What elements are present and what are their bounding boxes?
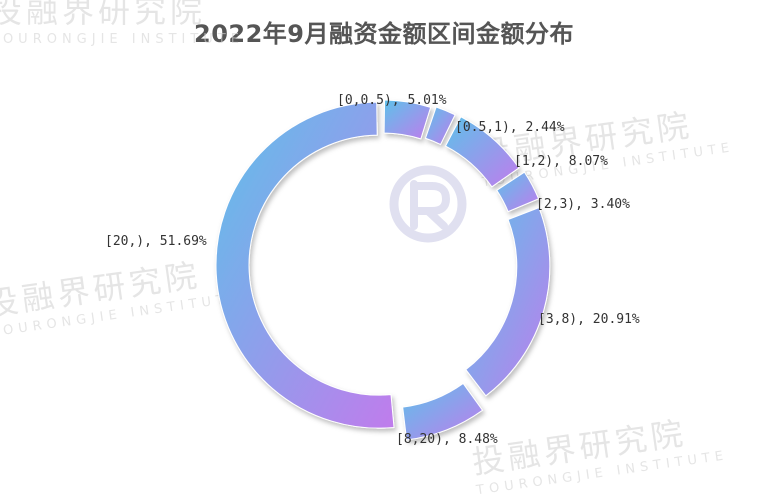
slice-label: [8,20), 8.48%	[396, 432, 498, 447]
label-group: [0,0.5), 5.01% [0.5,1), 2.44% [1,2), 8.07%…	[105, 93, 640, 447]
donut-chart: [0,0.5), 5.01% [0.5,1), 2.44% [1,2), 8.07%…	[105, 93, 640, 447]
donut-slice	[424, 106, 456, 146]
donut-slice	[402, 382, 484, 441]
donut-slice	[465, 207, 551, 397]
donut-slice	[496, 171, 540, 213]
slice-label: [0.5,1), 2.44%	[455, 120, 565, 135]
slice-label: [2,3), 3.40%	[536, 197, 630, 212]
slice-label: [1,2), 8.07%	[514, 154, 608, 169]
donut-slice	[444, 116, 520, 188]
donut-slice	[215, 101, 395, 429]
slice-label: [3,8), 20.91%	[538, 312, 640, 327]
slice-label: [20,), 51.69%	[105, 234, 207, 249]
slice-label: [0,0.5), 5.01%	[337, 93, 447, 108]
logo-watermark	[389, 165, 467, 243]
donut-slice	[383, 99, 432, 140]
slice-group	[215, 99, 551, 441]
chart-title: 2022年9月融资金额区间金额分布	[194, 20, 574, 48]
